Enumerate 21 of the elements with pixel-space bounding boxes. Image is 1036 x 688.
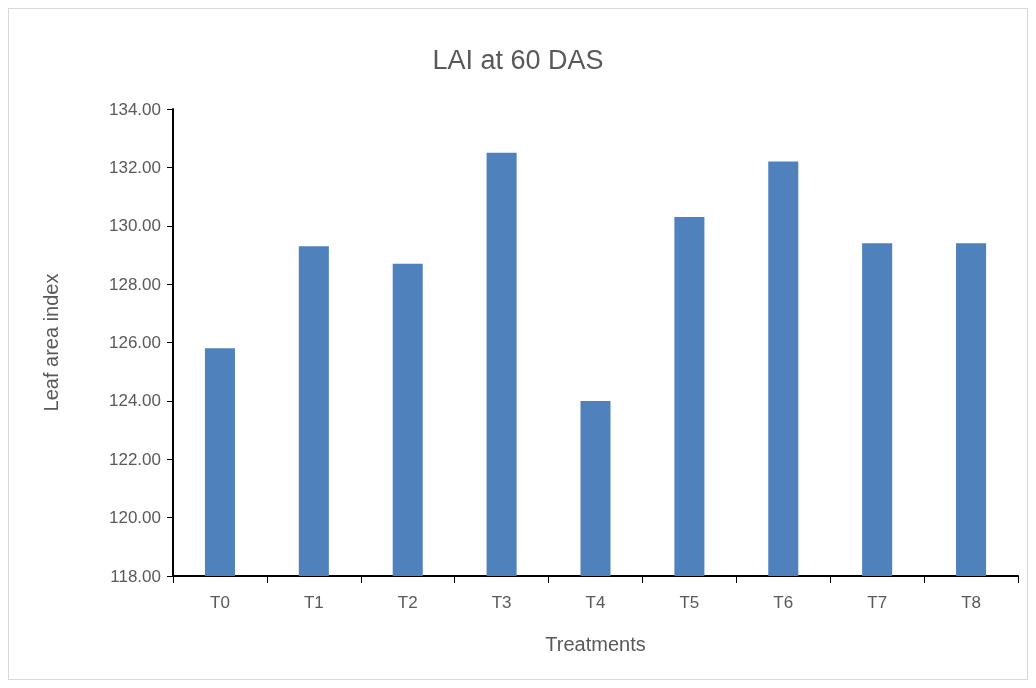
y-tick-label: 120.00 xyxy=(109,508,161,528)
x-tick-label: T2 xyxy=(397,593,418,612)
y-tick-label: 124.00 xyxy=(109,391,161,411)
x-tick-label: T1 xyxy=(303,593,324,612)
y-tick-label: 130.00 xyxy=(109,216,161,236)
y-tick-label: 118.00 xyxy=(110,566,161,586)
chart-title: LAI at 60 DAS xyxy=(432,44,604,75)
y-tick-label: 132.00 xyxy=(109,157,161,177)
y-axis-title: Leaf area index xyxy=(40,273,62,412)
y-tick-label: 134.00 xyxy=(109,99,161,119)
x-tick-label: T6 xyxy=(773,593,794,612)
y-tick-label: 126.00 xyxy=(109,333,161,352)
x-tick-label: T7 xyxy=(867,593,888,612)
x-tick-label: T8 xyxy=(961,593,981,612)
x-tick-label: T0 xyxy=(210,593,230,612)
x-tick-label: T5 xyxy=(679,593,700,612)
y-tick-label: 122.00 xyxy=(109,449,161,469)
x-tick-label: T4 xyxy=(585,593,606,612)
x-tick-label: T3 xyxy=(491,593,512,612)
x-axis-title: Treatments xyxy=(545,633,646,655)
y-tick-label: 128.00 xyxy=(109,274,161,294)
